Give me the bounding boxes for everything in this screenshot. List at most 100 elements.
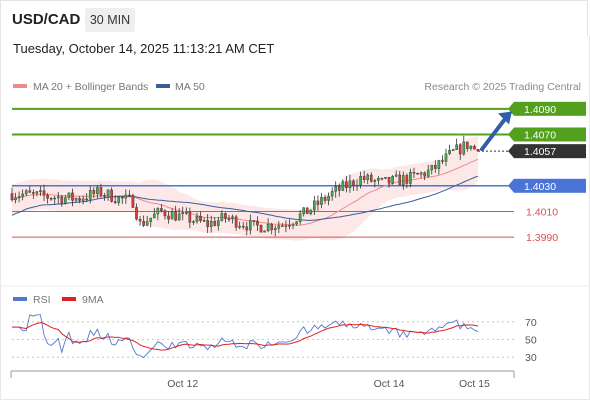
- legend-swatch-9ma: [62, 297, 76, 301]
- candle-down: [473, 145, 476, 150]
- x-tick-label: Oct 12: [167, 378, 198, 390]
- candle-up: [156, 208, 160, 215]
- candle-up: [181, 212, 185, 215]
- candle-down: [337, 186, 341, 191]
- candle-up: [394, 174, 398, 177]
- candle-down: [32, 192, 35, 194]
- candle-up: [377, 178, 380, 181]
- candle-up: [238, 225, 241, 228]
- arrow-shaft: [480, 114, 509, 152]
- candle-up: [106, 189, 110, 196]
- candle-up: [437, 160, 441, 169]
- candle-up: [64, 197, 67, 204]
- candle-up: [451, 149, 455, 151]
- candle-up: [21, 193, 24, 197]
- candle-up: [249, 220, 252, 231]
- candle-up: [355, 184, 359, 187]
- candle-down: [352, 180, 355, 186]
- candle-up: [298, 213, 302, 222]
- candle-up: [366, 174, 370, 180]
- rsi-legend: RSI 9MA: [13, 294, 104, 306]
- candle-up: [96, 187, 99, 195]
- level-labels: 1.4090 1.4070 1.4057 1.4030 1.4010 1.3990: [508, 101, 586, 244]
- candle-down: [434, 164, 437, 169]
- credit-text: Research © 2025 Trading Central: [424, 81, 581, 93]
- candle-down: [185, 212, 188, 214]
- candle-up: [348, 180, 352, 189]
- symbol-title: USD/CAD: [12, 11, 81, 28]
- candle-up: [202, 220, 206, 222]
- level-label-1.3990: 1.3990: [526, 232, 558, 244]
- candle-up: [462, 141, 466, 155]
- target-arrow: [480, 111, 512, 152]
- candle-down: [281, 225, 284, 227]
- candle-up: [401, 175, 405, 186]
- candle-down: [458, 144, 462, 155]
- candle-down: [113, 201, 117, 203]
- candles: [10, 135, 480, 237]
- legend-ma50-label: MA 50: [175, 81, 205, 93]
- candle-down: [120, 196, 124, 199]
- candle-down: [423, 172, 426, 177]
- candle-up: [384, 176, 387, 179]
- candle-up: [448, 150, 451, 154]
- candle-down: [224, 213, 227, 219]
- candle-up: [302, 207, 305, 215]
- bollinger-band: [12, 136, 478, 241]
- candle-up: [320, 197, 323, 205]
- bollinger-band-area: [12, 136, 478, 241]
- candle-down: [362, 176, 366, 180]
- candle-down: [412, 172, 416, 174]
- level-box-1.4090: [514, 101, 586, 116]
- candle-down: [28, 190, 32, 193]
- level-label-1.4010: 1.4010: [526, 206, 558, 218]
- price-levels: [12, 107, 514, 238]
- candle-down: [60, 196, 64, 204]
- rsi-pane: 70 50 30: [12, 314, 537, 364]
- candle-down: [323, 197, 327, 201]
- candle-down: [213, 221, 217, 226]
- legend-swatch-ma50: [156, 84, 170, 88]
- candle-down: [135, 207, 138, 220]
- candle-up: [341, 181, 345, 191]
- level-pointer-1.4070: [508, 127, 514, 142]
- candle-up: [430, 164, 434, 171]
- candle-down: [227, 218, 231, 220]
- candle-up: [88, 190, 92, 200]
- candle-up: [39, 190, 42, 192]
- candle-down: [163, 210, 167, 217]
- candle-up: [444, 153, 448, 162]
- candle-up: [124, 194, 128, 199]
- candle-up: [359, 176, 362, 186]
- candle-down: [284, 225, 288, 227]
- candle-up: [195, 216, 199, 222]
- candle-down: [71, 192, 74, 201]
- candle-up: [24, 190, 28, 195]
- candle-down: [92, 190, 96, 195]
- candle-up: [291, 223, 295, 226]
- candle-up: [17, 196, 21, 198]
- candle-down: [138, 218, 142, 222]
- candle-down: [245, 226, 249, 231]
- legend-9ma-label: 9MA: [82, 294, 104, 306]
- candle-down: [167, 215, 170, 220]
- level-label-1.4070: 1.4070: [524, 129, 556, 141]
- timeframe-button[interactable]: 30 MIN: [85, 8, 135, 32]
- candle-up: [330, 191, 334, 197]
- candle-down: [42, 190, 46, 196]
- candle-up: [81, 198, 85, 201]
- rsi-line: [12, 314, 479, 359]
- level-label-1.4057: 1.4057: [524, 146, 556, 158]
- candle-down: [128, 194, 131, 197]
- candle-up: [149, 217, 153, 222]
- candle-up: [313, 200, 316, 211]
- candle-up: [56, 196, 60, 199]
- candle-down: [405, 175, 409, 184]
- candle-down: [46, 195, 49, 199]
- candle-down: [142, 220, 145, 226]
- candle-up: [469, 145, 473, 149]
- candle-down: [160, 208, 163, 211]
- candle-up: [192, 221, 195, 223]
- candle-up: [53, 197, 56, 200]
